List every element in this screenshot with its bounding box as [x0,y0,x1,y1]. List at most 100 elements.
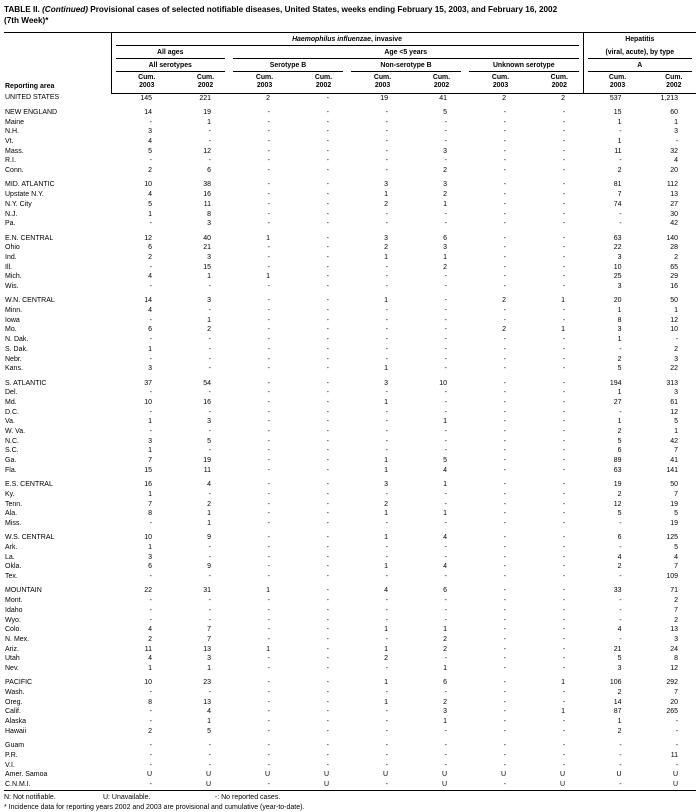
value-cell: - [385,780,388,788]
value-cell: - [444,751,447,759]
value-cell: 1 [561,326,566,334]
value-cell: - [503,147,506,155]
value-cell: - [444,408,447,416]
value-cell: - [208,307,211,315]
value-cell: - [149,689,152,697]
value-cell: 2 [384,200,388,208]
value-cell: - [562,553,566,561]
table-row: Pa. - 3 - - - - - - - 42 [4,219,696,229]
value-cell: - [619,543,622,551]
reporting-area-cell: PACIFIC [5,679,33,687]
value-cell: - [503,263,506,271]
value-cell: 1 [617,118,622,126]
value-cell: - [619,210,622,218]
value-cell: 3 [384,234,388,242]
value-cell: 2 [384,500,388,508]
value-cell: 7 [674,447,679,455]
haemophilus-species-label: Haemophilus influenzae [292,35,371,43]
value-cell: - [503,437,506,445]
reporting-area-cell: S. ATLANTIC [5,379,47,387]
reporting-area-cell: N. Mex. [5,635,30,643]
value-cell: - [444,761,447,769]
table-row: Oreg. 8 13 - - 1 2 - - 14 20 [4,698,696,708]
value-cell: - [326,437,329,445]
footnote-not-notifiable: N: Not notifiable. [4,794,56,802]
value-cell: 313 [666,379,679,387]
value-cell: 63 [613,234,622,242]
reporting-area-cell: Ky. [5,490,15,498]
value-cell: 4 [443,534,447,542]
value-cell: 38 [203,181,211,189]
value-cell: 2 [617,167,622,175]
value-cell: 5 [617,365,622,373]
value-cell: - [326,398,329,406]
value-cell: 5 [207,437,211,445]
value-cell: - [444,389,447,397]
reporting-area-cell: NEW ENGLAND [5,108,58,116]
header-subgroup-row: All ages Age <5 years (viral, acute), by… [4,45,697,59]
reporting-area-cell: Wis. [5,283,19,291]
value-cell: U [146,771,152,779]
reporting-area-cell: Okla. [5,563,22,571]
value-cell: - [385,428,388,436]
value-cell: - [444,606,447,614]
value-cell: - [385,316,388,324]
table-row: Wis. - - - - - - - - 3 16 [4,282,696,292]
reporting-area-cell: Ohio [5,244,20,252]
value-cell: - [149,157,152,165]
value-cell: - [562,398,566,406]
value-cell: 3 [384,481,388,489]
value-cell: 21 [203,244,211,252]
value-cell: - [385,616,388,624]
value-cell: - [562,616,566,624]
value-cell: 4 [674,157,679,165]
value-cell: 37 [144,379,152,387]
value-cell: - [208,597,211,605]
haemophilus-invasive-label: , invasive [370,35,402,43]
value-cell: 6 [443,234,447,242]
hepatitis-type-header: (viral, acute), by type [582,45,697,59]
value-cell: 1 [443,626,447,634]
value-cell: - [444,553,447,561]
table-row: Ind. 2 3 - - 1 1 - - 3 2 [4,253,696,263]
value-cell: - [326,616,329,624]
value-cell: - [326,708,329,716]
value-cell: - [326,428,329,436]
reporting-area-cell: Tenn. [5,500,23,508]
table-row: Maine - 1 - - - - - - 1 1 [4,118,696,128]
value-cell: 141 [666,466,679,474]
value-cell: - [503,761,506,769]
footnote-incidence: * Incidence data for reporting years 200… [4,803,305,811]
value-cell: 2 [148,635,152,643]
value-cell: 4 [674,553,679,561]
value-cell: 65 [670,263,679,271]
value-cell: - [385,389,388,397]
value-cell: - [326,307,329,315]
value-cell: - [619,761,622,769]
value-cell: - [326,389,329,397]
value-cell: - [267,698,270,706]
reporting-area-cell: UNITED STATES [5,94,60,102]
value-cell: 537 [609,94,622,102]
value-cell: - [675,718,679,726]
value-cell: 5 [617,437,622,445]
reporting-area-cell: Del. [5,389,18,397]
table-row: C.N.M.I. - U - U - U - U - U [4,780,696,790]
value-cell: - [619,780,622,788]
value-cell: - [326,355,329,363]
value-cell: 87 [613,708,622,716]
value-cell: - [503,191,506,199]
cum-2003-header: Cum. 2003 [229,71,288,94]
value-cell: - [562,519,566,527]
value-cell: - [326,761,329,769]
value-cell: - [385,573,388,581]
value-cell: 19 [670,519,679,527]
value-cell: 1 [384,398,388,406]
value-cell: - [326,500,329,508]
table-row: N. Mex. 2 7 - - - 2 - - - 3 [4,635,696,645]
value-cell: - [267,635,270,643]
table-row: Mont. - - - - - - - - - 2 [4,596,696,606]
table-title: TABLE II. (Continued) Provisional cases … [4,5,696,27]
cum-2002-header: Cum. 2002 [639,71,697,94]
value-cell: - [267,147,270,155]
